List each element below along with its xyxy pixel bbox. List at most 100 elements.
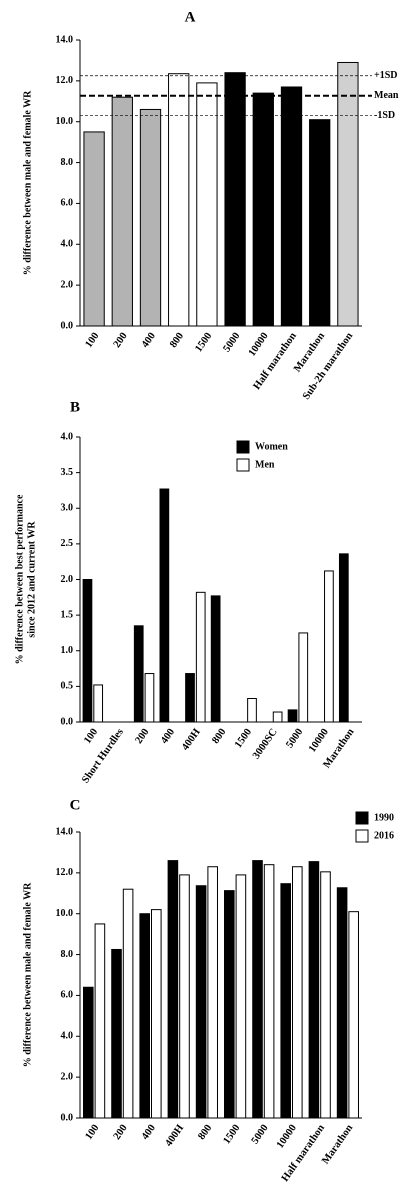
x-tick-label: 5000 <box>250 1123 271 1147</box>
bar <box>83 131 105 327</box>
bar <box>185 673 195 723</box>
bar <box>298 632 309 723</box>
bar <box>122 888 134 1119</box>
y-tick-label: 14.0 <box>56 34 74 45</box>
bar <box>308 861 320 1119</box>
bar <box>263 864 275 1119</box>
y-tick-label: 0.0 <box>61 1112 74 1123</box>
bar <box>195 885 207 1119</box>
chart-panel: B % difference between best performance si… <box>14 399 362 785</box>
x-tick-label: 10000 <box>307 727 331 755</box>
legend-label: Men <box>255 459 275 470</box>
bar <box>111 948 122 1119</box>
bar <box>324 570 334 723</box>
chart-panel: C % difference between male and female WR… <box>22 797 394 1183</box>
y-tick-label: 2.0 <box>61 1071 74 1082</box>
bar <box>247 697 257 723</box>
y-tick-label: 2.5 <box>61 538 74 549</box>
legend-swatch <box>355 829 369 843</box>
x-tick-label: 100 <box>83 1123 101 1142</box>
y-tick-label: 10.0 <box>56 908 74 919</box>
bar <box>280 86 303 327</box>
reference-label: +1SD <box>374 70 397 81</box>
bar <box>287 709 298 723</box>
bar <box>210 595 221 723</box>
legend-swatch <box>355 811 369 825</box>
x-tick-label: 1500 <box>221 1123 242 1147</box>
bar <box>224 72 246 327</box>
y-tick-label: 0.0 <box>61 320 74 331</box>
y-tick-label: 8.0 <box>61 157 74 168</box>
x-tick-label: 1500 <box>233 727 254 751</box>
y-axis-label: % difference between male and female WR <box>22 90 33 275</box>
bar <box>83 986 94 1119</box>
x-tick-label: 10000 <box>275 1123 299 1151</box>
x-tick-label: 3000SC <box>251 727 280 762</box>
bar <box>144 673 155 723</box>
bar <box>224 890 235 1119</box>
x-tick-label: 1500 <box>193 331 214 355</box>
legend-label: Women <box>255 441 288 452</box>
y-tick-label: 10.0 <box>56 116 74 127</box>
bar <box>139 108 162 327</box>
x-tick-label: 5000 <box>284 727 305 751</box>
x-tick-label: 100 <box>82 727 100 746</box>
y-tick-label: 2.0 <box>61 574 74 585</box>
bar <box>252 92 274 327</box>
bar <box>94 923 106 1119</box>
reference-label: Mean <box>374 90 399 101</box>
x-tick-label: 400 <box>140 331 158 350</box>
y-tick-label: 4.0 <box>61 431 74 442</box>
bar <box>196 82 218 327</box>
bar <box>348 911 359 1119</box>
bar <box>151 909 162 1119</box>
y-axis-label: % difference between best performance <box>14 494 25 664</box>
y-tick-label: 8.0 <box>61 949 74 960</box>
y-tick-label: 12.0 <box>56 867 74 878</box>
bar <box>159 488 170 723</box>
bar <box>93 684 104 723</box>
bar <box>309 119 331 327</box>
x-tick-label: 400H <box>180 727 203 753</box>
legend-label: 1990 <box>374 812 394 823</box>
y-tick-label: 12.0 <box>56 75 74 86</box>
bar <box>111 96 133 327</box>
x-tick-label: 400 <box>140 1123 158 1142</box>
bar <box>252 860 263 1119</box>
x-tick-label: Sub-2h marathon <box>301 331 355 402</box>
y-tick-label: 6.0 <box>61 990 74 1001</box>
y-tick-label: 1.5 <box>61 609 74 620</box>
x-tick-label: 800 <box>210 727 228 746</box>
chart-title: C <box>70 797 81 813</box>
bar <box>133 625 144 723</box>
reference-label: -1SD <box>374 110 395 121</box>
bar <box>195 591 206 723</box>
y-axis-label: % difference between male and female WR <box>22 882 33 1067</box>
chart-title: B <box>70 399 80 415</box>
x-tick-label: 100 <box>83 331 101 350</box>
x-tick-label: 200 <box>112 1123 130 1142</box>
bar <box>337 61 359 327</box>
y-tick-label: 14.0 <box>56 826 74 837</box>
x-tick-label: 10000 <box>247 331 271 359</box>
bar <box>207 866 218 1119</box>
y-tick-label: 4.0 <box>61 239 74 250</box>
bar <box>82 579 93 723</box>
bar <box>272 711 283 723</box>
x-tick-label: 400H <box>163 1123 186 1149</box>
x-tick-label: 800 <box>168 331 186 350</box>
bar <box>179 874 190 1119</box>
bar <box>167 860 179 1119</box>
y-tick-label: 4.0 <box>61 1031 74 1042</box>
bar <box>235 874 247 1119</box>
y-tick-label: 0.0 <box>61 716 74 727</box>
y-axis-label: since 2012 and current WR <box>26 521 37 638</box>
y-tick-label: 3.5 <box>61 467 74 478</box>
legend-label: 2016 <box>374 830 394 841</box>
legend-swatch <box>236 440 250 454</box>
bar <box>280 883 291 1119</box>
y-tick-label: 2.0 <box>61 279 74 290</box>
bar <box>168 73 190 327</box>
y-tick-label: 0.5 <box>61 681 74 692</box>
